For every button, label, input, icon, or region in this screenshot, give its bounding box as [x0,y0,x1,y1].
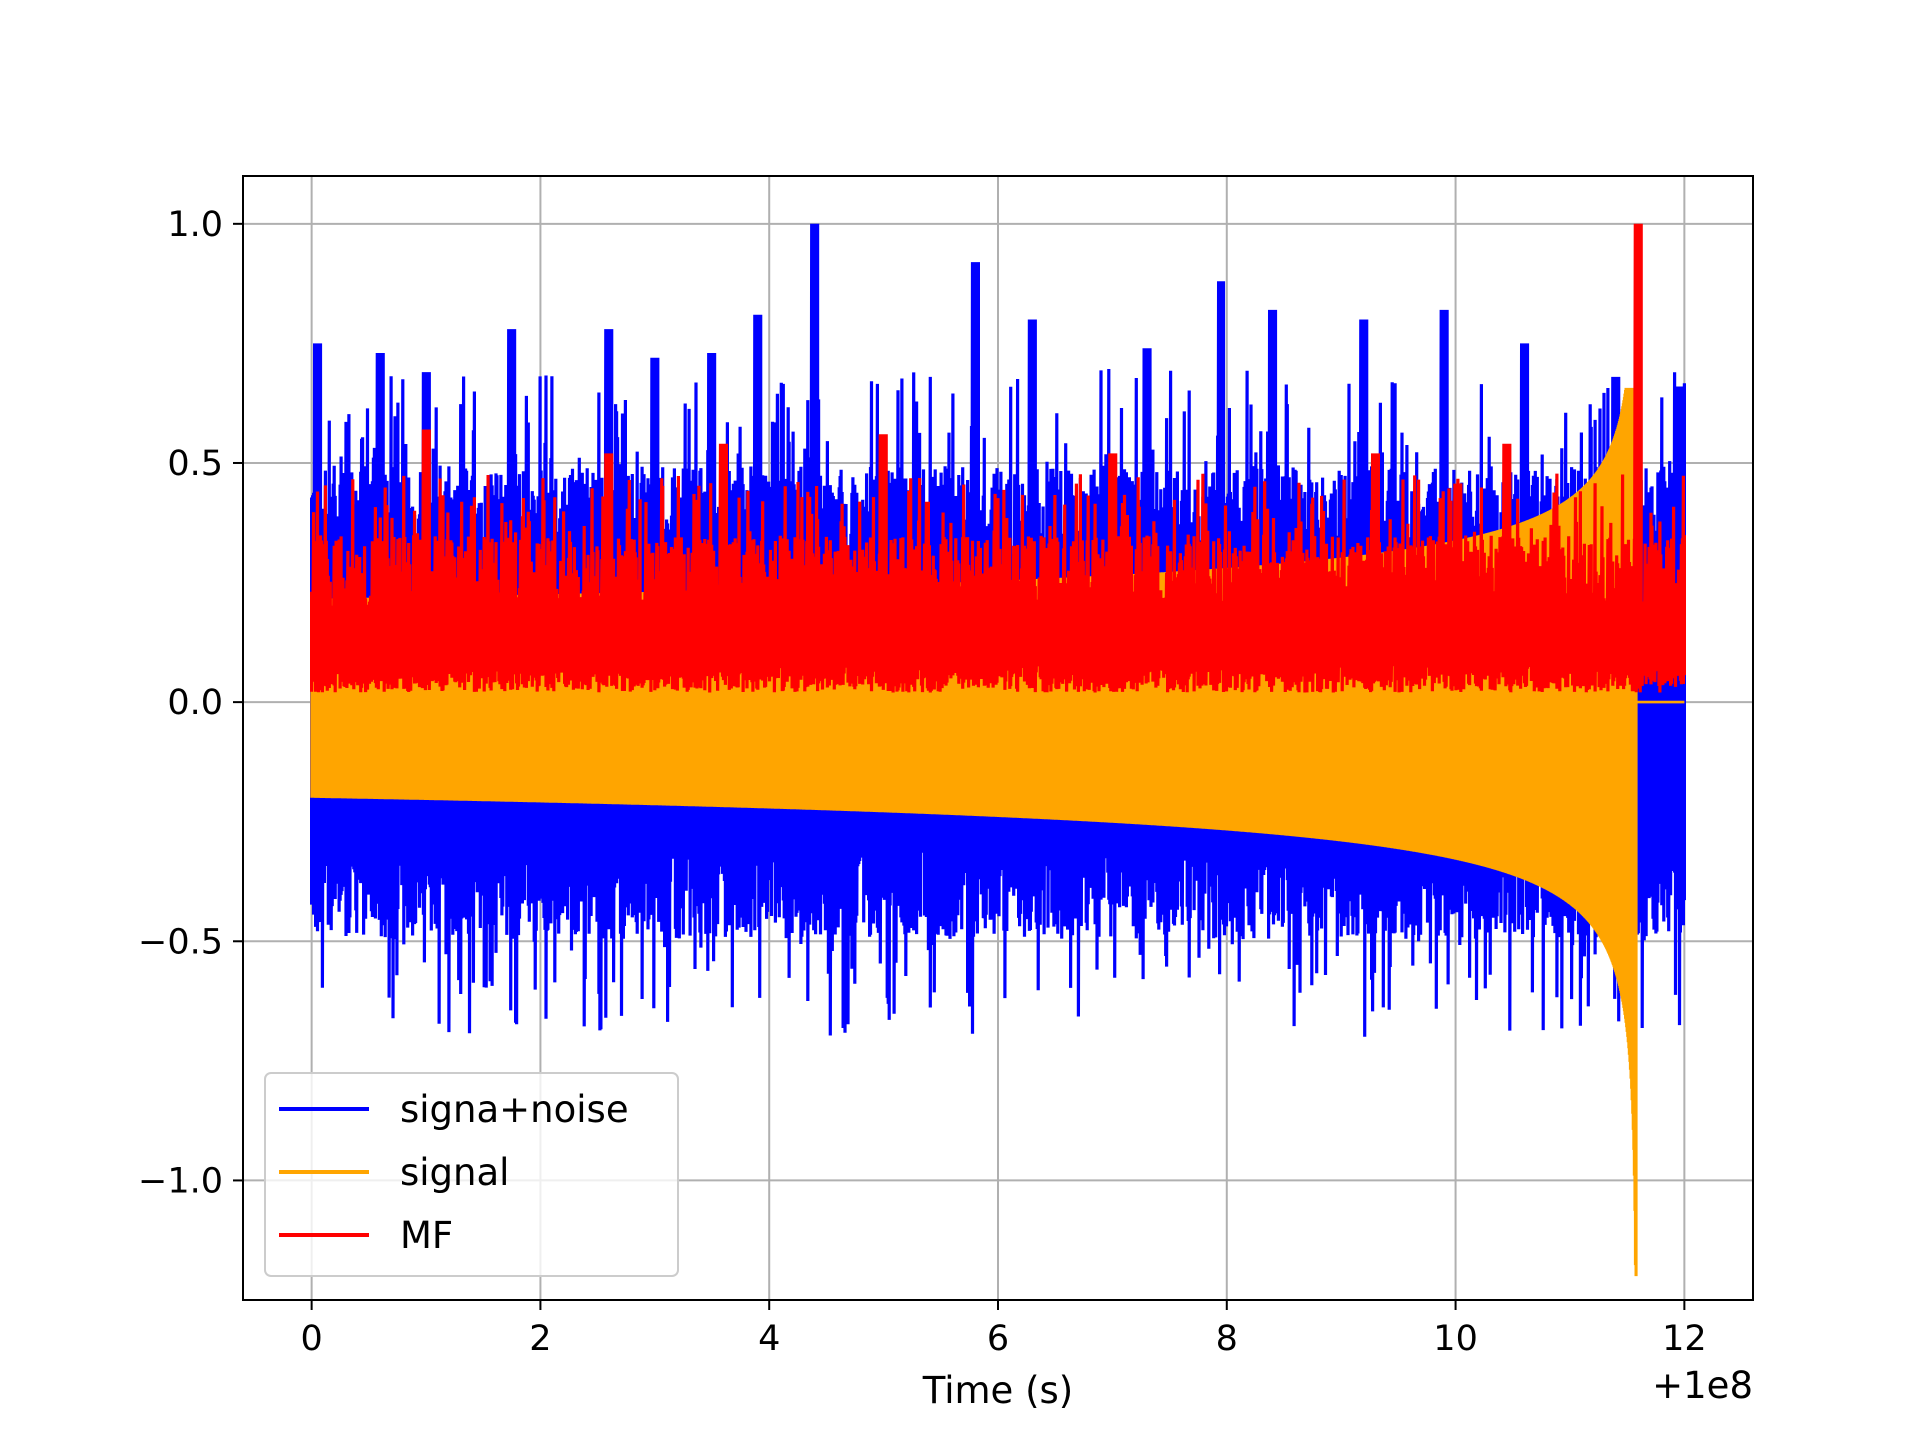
x-tick-label: 6 [987,1319,1009,1359]
legend: signa+noise signal MF [264,1072,679,1277]
tick-labels: 0 2 4 6 8 10 12 −1.0 −0.5 0.0 0.5 1.0 [138,205,1707,1359]
legend-label: signa+noise [400,1088,629,1131]
x-axis-label: Time (s) [922,1369,1073,1412]
series-line-signal [310,387,1685,1277]
x-tick-label: 10 [1433,1319,1478,1359]
series-line-mf [310,223,1687,693]
x-axis-offset-label: +1e8 [1652,1364,1753,1407]
y-tick-label: 1.0 [167,205,223,245]
y-tick-label: −0.5 [138,922,223,962]
x-tick-label: 12 [1662,1319,1707,1359]
x-tick-label: 2 [529,1319,551,1359]
legend-box [264,1072,679,1277]
x-tick-label: 4 [758,1319,780,1359]
y-tick-label: 0.0 [167,683,223,723]
y-tick-label: −1.0 [138,1161,223,1201]
plot-area [310,223,1687,1277]
y-tick-label: 0.5 [167,444,223,484]
legend-label: MF [400,1214,453,1257]
x-tick-label: 0 [300,1319,322,1359]
legend-label: signal [400,1151,509,1194]
x-tick-label: 8 [1216,1319,1238,1359]
